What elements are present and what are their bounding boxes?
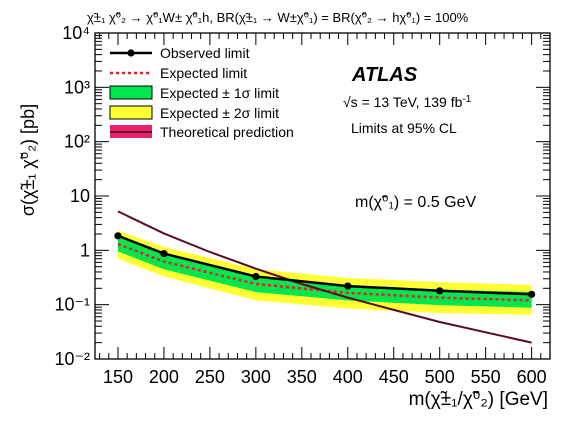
x-tick-label: 500	[425, 367, 455, 387]
annotations: ATLAS √s = 13 TeV, 139 fb-1 Limits at 95…	[343, 64, 476, 211]
experiment-label: ATLAS	[351, 64, 418, 86]
energy-label-main: √s = 13 TeV, 139 fb	[343, 94, 463, 110]
y-axis-label: σ(χ̃±₁ χ̃⁰₂) [pb]	[18, 104, 38, 216]
energy-label: √s = 13 TeV, 139 fb-1	[343, 94, 472, 111]
legend-item-theoretical-prediction: Theoretical prediction	[110, 124, 294, 140]
cl-label: Limits at 95% CL	[351, 120, 457, 136]
energy-label-sup: -1	[462, 94, 471, 105]
x-tick-label: 350	[287, 367, 317, 387]
x-tick-label: 250	[195, 367, 225, 387]
legend-item-expected-1-limit: Expected ± 1σ limit	[109, 85, 279, 101]
x-axis-ticks: 150 200 250 300 350 400 450 500 550 600	[99, 33, 547, 387]
y-tick-label: 10⁴	[62, 23, 90, 43]
legend: Observed limit Expected limit Expected ± 1…	[109, 45, 294, 140]
legend-swatch	[109, 105, 153, 120]
y-tick-label: 10⁻²	[54, 349, 90, 369]
theory-line	[117, 210, 532, 344]
x-tick-label: 550	[471, 367, 501, 387]
chart-title: χ̃±₁ χ̃⁰₂ → χ̃⁰₁W± χ̃⁰₁h, BR(χ̃±₁ → W±χ̃…	[87, 10, 469, 25]
observed-point	[160, 250, 168, 258]
legend-label: Expected ± 1σ limit	[160, 85, 279, 101]
observed-point	[436, 287, 444, 295]
lsp-mass-label: m(χ̃⁰₁) = 0.5 GeV	[355, 194, 476, 211]
x-tick-label: 400	[333, 367, 363, 387]
plot-area	[114, 210, 536, 344]
observed-point	[114, 232, 122, 240]
y-tick-label: 10⁻¹	[54, 295, 90, 315]
expected-limit-line	[117, 242, 532, 302]
legend-label: Theoretical prediction	[160, 124, 294, 140]
observed-point	[528, 290, 536, 298]
y-axis-ticks: 10⁻² 10⁻¹ 1 10 10² 10³ 10⁴	[54, 23, 550, 369]
x-tick-label: 600	[517, 367, 547, 387]
x-tick-label: 300	[241, 367, 271, 387]
x-tick-label: 150	[103, 367, 133, 387]
observed-limit-line	[117, 234, 532, 296]
legend-item-observed-limit: Observed limit	[110, 45, 250, 61]
legend-label: Expected ± 2σ limit	[160, 105, 279, 121]
y-tick-label: 10³	[64, 77, 90, 97]
x-tick-label: 200	[149, 367, 179, 387]
observed-point	[252, 272, 260, 281]
legend-item-expected-2-limit: Expected ± 2σ limit	[109, 105, 279, 121]
legend-label: Expected limit	[160, 65, 247, 81]
band-1sigma	[118, 237, 532, 308]
x-tick-label: 450	[379, 367, 409, 387]
legend-label: Observed limit	[160, 45, 250, 61]
legend-swatch	[109, 85, 153, 100]
legend-item-expected-limit: Expected limit	[110, 65, 247, 81]
legend-marker	[127, 49, 135, 57]
y-tick-label: 10	[70, 186, 90, 206]
y-tick-label: 10²	[64, 132, 90, 152]
x-axis-label: m(χ̃±₁/χ̃⁰₂) [GeV]	[409, 389, 548, 410]
y-tick-label: 1	[80, 240, 90, 260]
observed-point	[344, 282, 352, 290]
